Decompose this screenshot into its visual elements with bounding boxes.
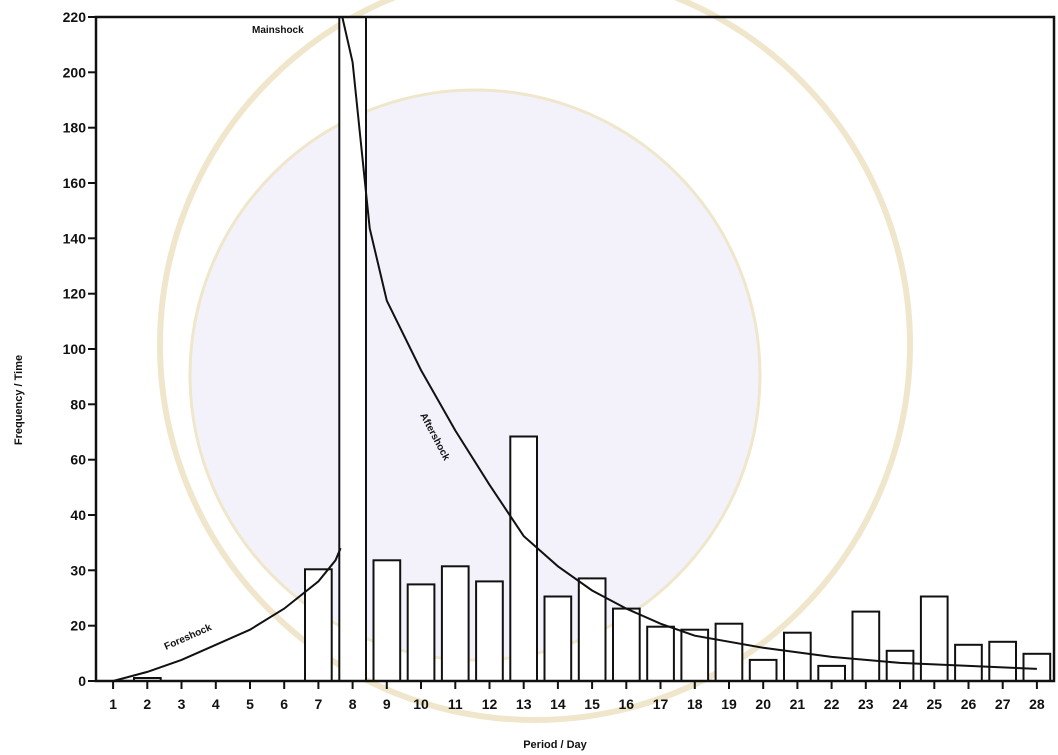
x-tick-label: 4: [212, 696, 220, 712]
x-tick-label: 13: [516, 696, 532, 712]
x-tick-label: 7: [315, 696, 323, 712]
mainshock-label: Mainshock: [252, 25, 304, 36]
x-tick-label: 16: [619, 696, 635, 712]
y-tick-label: 30: [70, 562, 86, 578]
x-tick-label: 15: [584, 696, 600, 712]
x-tick-label: 3: [178, 696, 186, 712]
y-tick-label: 0: [78, 673, 86, 689]
x-tick-label: 17: [653, 696, 669, 712]
x-tick-label: 21: [790, 696, 806, 712]
x-tick-label: 28: [1029, 696, 1045, 712]
bar-27: [988, 640, 1017, 682]
bar-19: [714, 622, 744, 683]
foreshock-curve: [112, 547, 342, 682]
x-tick-label: 2: [143, 696, 151, 712]
x-tick-label: 12: [482, 696, 498, 712]
y-tick-label: 220: [63, 9, 87, 25]
x-tick-label: 6: [280, 696, 288, 712]
bar-12: [475, 580, 504, 683]
x-tick-label: 27: [995, 696, 1011, 712]
x-tick-label: 5: [246, 696, 254, 712]
bar-26: [954, 643, 983, 682]
y-tick-label: 180: [63, 120, 87, 136]
x-tick-label: 10: [413, 696, 429, 712]
y-tick-label: 20: [70, 618, 86, 634]
bar-15: [577, 577, 607, 683]
x-tick-label: 9: [383, 696, 391, 712]
bar-10: [406, 583, 436, 683]
bar-25: [919, 595, 949, 682]
bar-14: [543, 595, 573, 682]
bar-9: [372, 559, 402, 682]
x-tick-label: 8: [349, 696, 357, 712]
bar-7: [304, 568, 333, 682]
aftershock-curve: [341, 16, 1037, 670]
x-tick-label: 20: [755, 696, 771, 712]
x-tick-label: 1: [109, 696, 117, 712]
bar-11: [440, 565, 470, 682]
bar-21: [783, 631, 812, 683]
y-tick-label: 40: [70, 507, 86, 523]
x-tick-label: 23: [858, 696, 874, 712]
x-tick-label: 24: [892, 696, 908, 712]
bar-16: [612, 607, 641, 682]
y-tick-label: 100: [63, 341, 87, 357]
x-tick-label: 11: [448, 696, 463, 712]
y-tick-label: 80: [70, 396, 86, 412]
bar-17: [646, 625, 675, 683]
watermark-seal: [157, 0, 913, 723]
y-tick-label: 140: [63, 230, 87, 246]
x-tick-label: 14: [550, 696, 566, 712]
y-tick-label: 160: [63, 175, 87, 191]
x-tick-label: 19: [721, 696, 737, 712]
bar-24: [885, 649, 915, 682]
bar-22: [817, 664, 846, 683]
bar-28: [1022, 652, 1052, 682]
x-tick-label: 26: [961, 696, 977, 712]
bar-8: [338, 16, 367, 682]
bar-13: [509, 435, 538, 682]
y-tick-label: 120: [63, 286, 87, 302]
y-tick-label: 200: [63, 64, 87, 80]
y-axis: 0 20 30 40 60 80 100 120 140 160 180 200 220: [63, 9, 96, 689]
x-tick-label: 18: [687, 696, 703, 712]
x-tick-label: 25: [927, 696, 943, 712]
x-axis-title: Period / Day: [523, 739, 587, 751]
curves: [112, 16, 1037, 682]
bar-23: [851, 610, 881, 682]
y-tick-label: 60: [70, 452, 86, 468]
y-axis-title: Frequency / Time: [13, 355, 25, 445]
x-axis: 1 2 3 4 5 6 7 8 9 10 11 12 13 14 15 16 17 18 19 20 21 22 23 24 2…: [109, 681, 1045, 712]
bar-20: [748, 658, 778, 683]
x-tick-label: 22: [824, 696, 840, 712]
